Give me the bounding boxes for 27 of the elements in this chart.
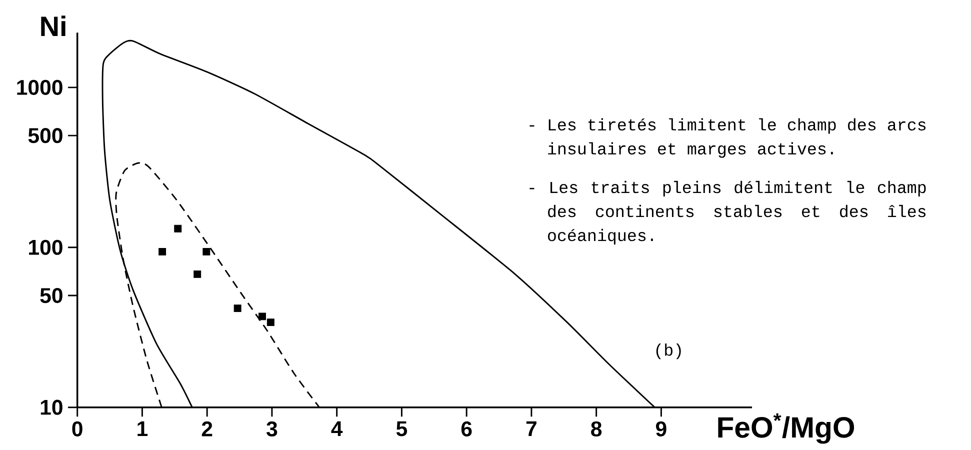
x-tick-label: 8: [591, 421, 602, 436]
x-tick-label: 9: [656, 421, 666, 436]
x-tick-label: 1: [138, 421, 148, 436]
y-axis-title: Ni: [41, 16, 66, 36]
y-tick-label: 100: [29, 240, 62, 255]
x-axis-title: FeO$^{*}$/MgO: [718, 413, 854, 444]
annotation: - Les tiretés limitent le champ des arcs insulaires et marges actives.: [530, 118, 926, 158]
point: [158, 248, 166, 256]
y-tick-label: 10: [40, 400, 62, 415]
x-tick-label: 4: [331, 421, 343, 436]
point: [234, 304, 242, 312]
annotation: - Les traits pleins délimitent le champ des continents stables et des îles océaniques.: [530, 180, 926, 244]
x-tick-label: 3: [266, 421, 278, 436]
point: [266, 318, 274, 326]
x-tick-label: 6: [461, 421, 472, 436]
point: [202, 248, 210, 256]
y-tick-label: 500: [28, 128, 62, 144]
annotation: (b): [656, 344, 681, 360]
x-tick-label: 2: [202, 421, 212, 436]
point: [194, 270, 202, 278]
y-tick-label: 1000: [17, 80, 62, 95]
y-tick-label: 50: [40, 288, 62, 304]
x-tick-label: 5: [396, 421, 408, 436]
point: [174, 224, 182, 232]
point: [258, 312, 266, 320]
x-tick-label: 0: [72, 421, 82, 436]
x-tick-label: 7: [526, 421, 536, 436]
